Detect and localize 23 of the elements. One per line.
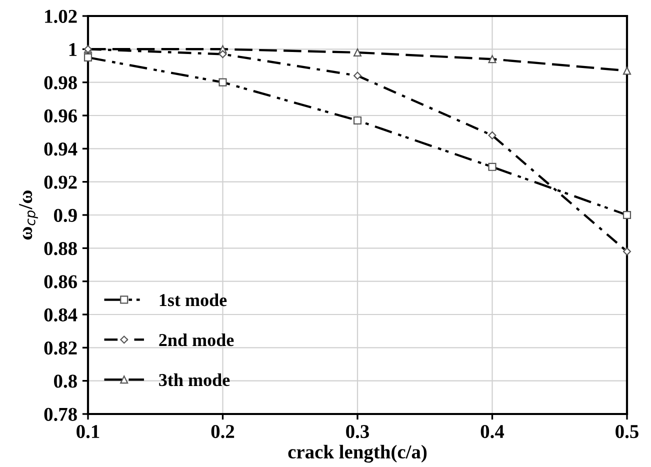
- y-tick-label: 0.86: [44, 275, 78, 288]
- y-tick-label: 1.02: [45, 10, 77, 24]
- y-tick-label: 1: [69, 43, 77, 56]
- x-tick-label: 0.4: [480, 424, 504, 438]
- x-tick-label: 0.3: [346, 424, 369, 438]
- y-tick-label: 0.8: [54, 374, 77, 388]
- x-tick-label: 0.5: [616, 424, 638, 438]
- y-tick-label: 0.9: [54, 208, 77, 222]
- x-axis-title: crack length(c/a): [288, 444, 427, 463]
- legend-label: 2nd mode: [159, 333, 234, 346]
- y-tick-label: 0.78: [44, 408, 77, 422]
- y-tick-label: 0.94: [44, 142, 78, 156]
- y-tick-label: 0.96: [44, 109, 78, 123]
- x-tick-label: 0.1: [76, 424, 100, 438]
- x-tick-label: 0.2: [211, 424, 234, 438]
- y-tick-label: 0.88: [44, 242, 77, 256]
- y-tick-label: 0.82: [44, 341, 77, 355]
- y-axis-title: ω$_{cp}$/ω: [19, 190, 38, 240]
- y-tick-label: 0.92: [44, 176, 77, 189]
- legend-label: 3th mode: [159, 373, 230, 386]
- legend-label: 1st mode: [160, 294, 227, 306]
- y-tick-label: 0.98: [44, 76, 77, 90]
- y-tick-label: 0.84: [44, 308, 78, 322]
